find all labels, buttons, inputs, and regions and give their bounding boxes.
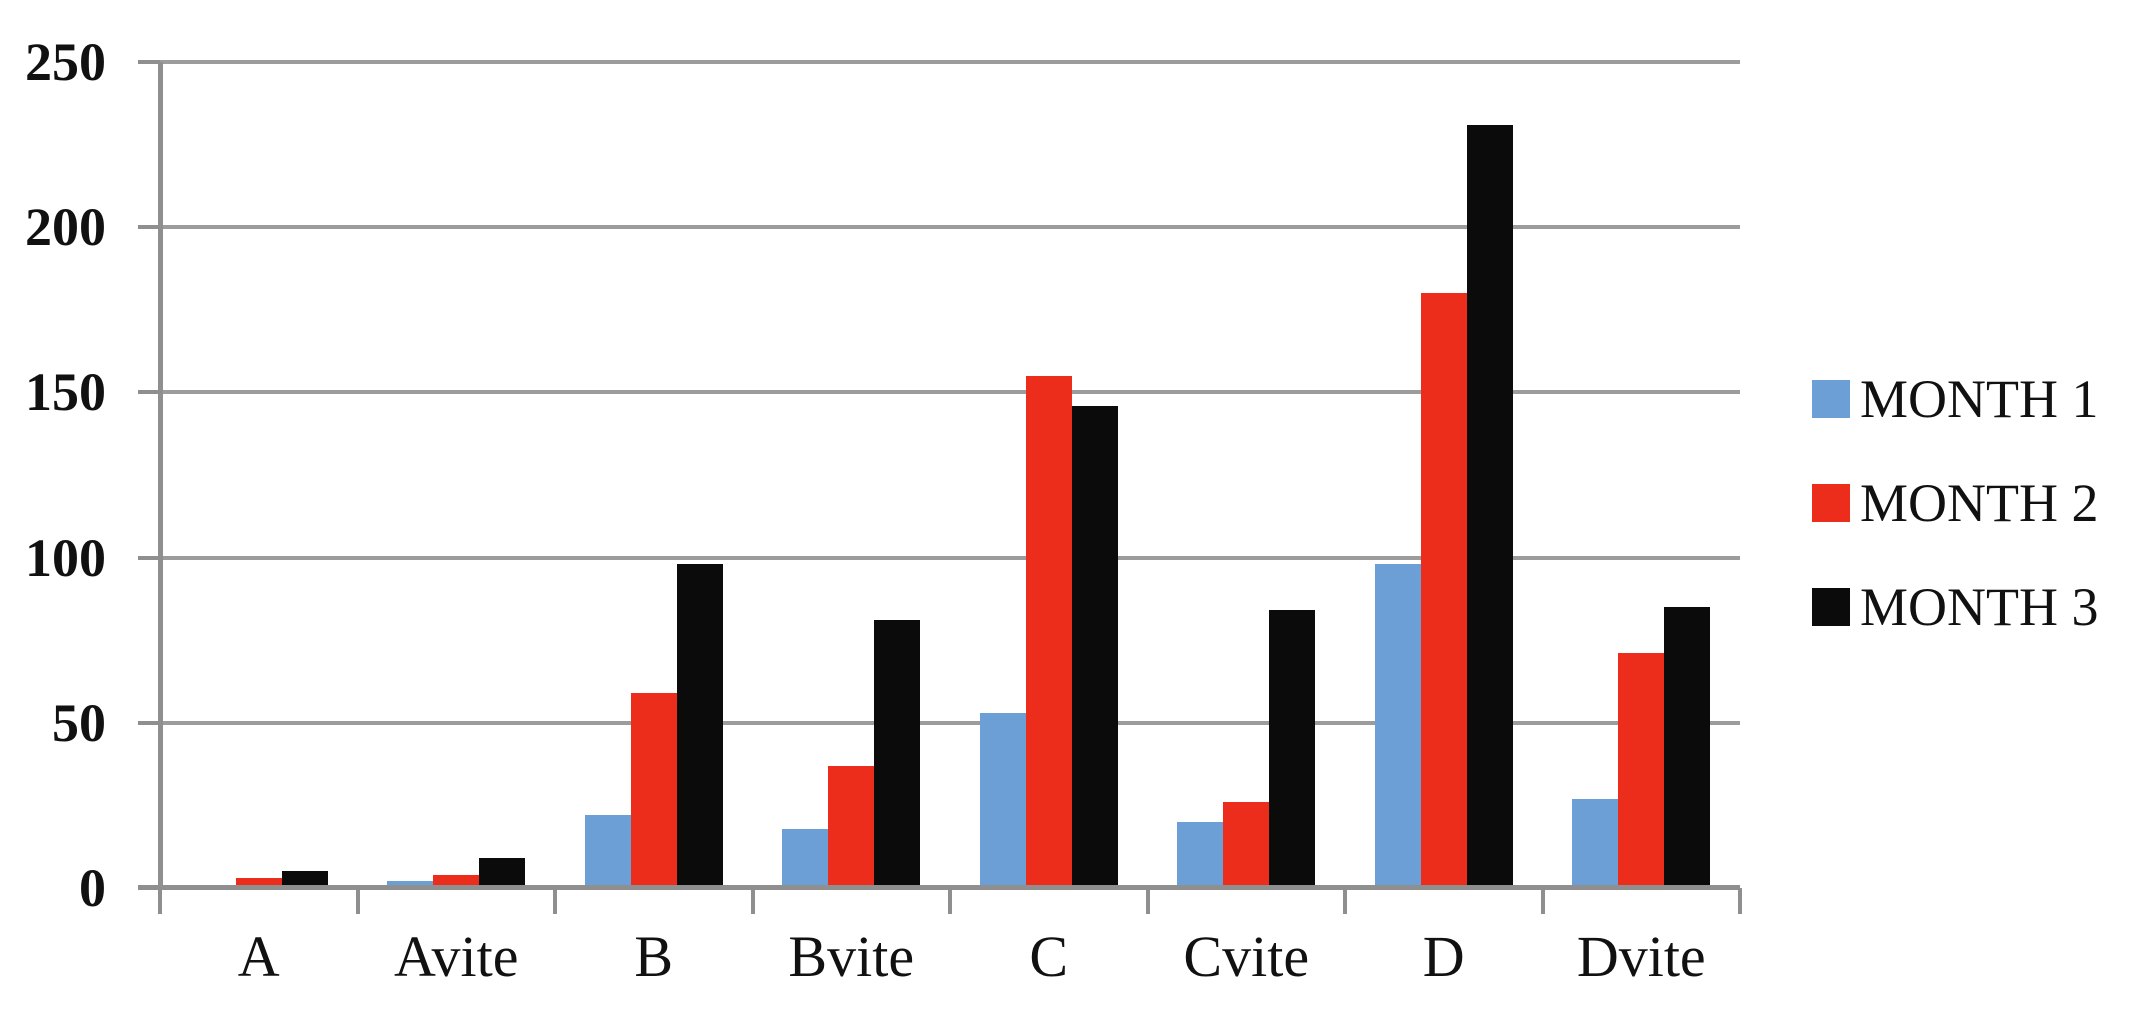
y-tick-100 [138, 555, 160, 560]
bar-month2-D [1420, 293, 1467, 888]
bar-group-D: D [1345, 62, 1543, 986]
x-axis-line [138, 885, 1740, 890]
y-tick-50 [138, 720, 160, 725]
bar-group-B: B [555, 62, 753, 986]
x-axis-label: Avite [393, 924, 519, 989]
y-tick-label: 200 [25, 197, 106, 258]
gridline-100 [160, 555, 1740, 560]
bar-month1-C [979, 712, 1026, 888]
gridline-250 [160, 60, 1740, 64]
y-tick-label: 150 [25, 362, 106, 423]
x-tick [553, 888, 557, 914]
bar-group-Cvite: Cvite [1148, 62, 1346, 986]
x-tick [1738, 888, 1742, 914]
x-tick [1343, 888, 1347, 914]
bar-group-Avite: Avite [358, 62, 556, 986]
bar-month1-B [584, 815, 631, 888]
x-axis-label: A [237, 924, 280, 989]
legend-item-month2: MONTH 2 [1812, 476, 2099, 530]
bar-month2-Bvite [828, 765, 875, 888]
x-axis-label: D [1422, 924, 1465, 989]
x-axis-label: C [1029, 924, 1069, 989]
x-tick [948, 888, 952, 914]
legend-label: MONTH 1 [1860, 369, 2099, 429]
legend-label: MONTH 2 [1860, 473, 2099, 533]
x-tick [1145, 888, 1150, 914]
y-tick-label: 0 [79, 858, 106, 918]
legend-item-month3: MONTH 3 [1812, 580, 2099, 634]
gridline-50 [160, 720, 1740, 725]
bar-month1-Cvite [1177, 821, 1224, 888]
gridline-200 [160, 225, 1740, 230]
legend-swatch-icon [1812, 588, 1850, 626]
y-tick-label: 50 [52, 692, 106, 753]
y-tick-250 [138, 60, 160, 64]
bar-month3-Avite [479, 858, 526, 888]
bar-month3-B [676, 564, 723, 888]
bar-group-C: C [950, 62, 1148, 986]
bar-month3-C [1071, 405, 1118, 888]
bar-month2-Avite [433, 874, 480, 888]
plot-area: A Avite B Bvite C Cvite D Dvite [138, 60, 1742, 986]
bar-month1-Avite [387, 881, 434, 888]
x-tick [1540, 888, 1545, 914]
bar-groups: A Avite B Bvite C Cvite D Dvite [160, 62, 1741, 986]
bar-month3-Bvite [874, 620, 921, 888]
legend-label: MONTH 3 [1860, 577, 2099, 637]
bar-month3-Cvite [1269, 610, 1316, 888]
legend: MONTH 1 MONTH 2 MONTH 3 [1812, 372, 2099, 684]
y-tick-200 [138, 225, 160, 230]
bar-month1-Dvite [1572, 798, 1619, 888]
x-axis-label: B [634, 924, 674, 989]
legend-swatch-icon [1812, 380, 1850, 418]
bar-month2-B [630, 693, 677, 888]
y-axis-labels: 0 50 100 150 200 250 [0, 35, 120, 915]
y-axis-line [158, 62, 163, 890]
bar-month3-D [1466, 124, 1513, 888]
x-tick [355, 888, 360, 914]
bar-group-Bvite: Bvite [753, 62, 951, 986]
legend-swatch-icon [1812, 484, 1850, 522]
x-tick [158, 888, 162, 914]
bar-group-A: A [160, 62, 358, 986]
y-tick-label: 100 [25, 527, 106, 588]
x-tick [750, 888, 755, 914]
bar-month2-Dvite [1618, 653, 1665, 888]
x-axis-label: Bvite [788, 924, 915, 989]
bar-month1-Bvite [782, 828, 829, 888]
bar-month2-Cvite [1223, 802, 1270, 888]
bar-month3-Dvite [1664, 607, 1711, 888]
bar-month3-A [281, 871, 328, 888]
gridline-150 [160, 390, 1740, 395]
y-tick-label: 250 [25, 32, 106, 92]
x-axis-label: Cvite [1183, 924, 1310, 989]
bar-month1-D [1374, 564, 1421, 888]
y-tick-150 [138, 390, 160, 395]
legend-item-month1: MONTH 1 [1812, 372, 2099, 426]
bar-month2-C [1025, 375, 1072, 888]
x-axis-label: Dvite [1576, 924, 1706, 989]
bar-month2-A [235, 878, 282, 888]
bar-group-Dvite: Dvite [1543, 62, 1741, 986]
